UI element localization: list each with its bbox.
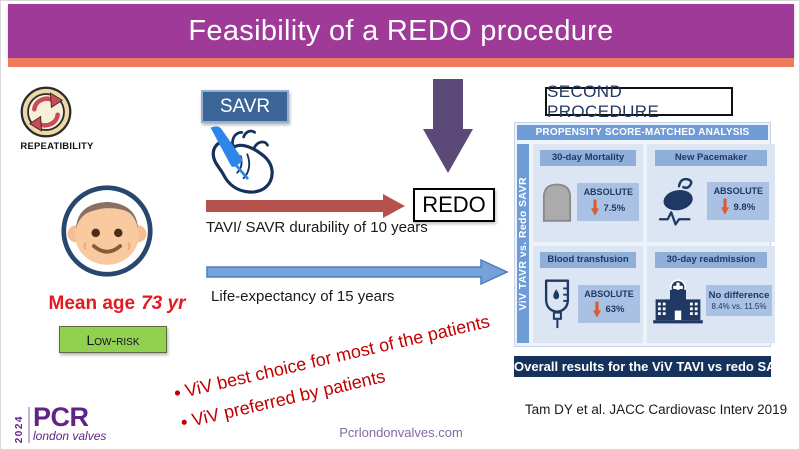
logo-divider bbox=[28, 407, 30, 443]
sidebar-label: ViV TAVR vs. Redo SAVR bbox=[517, 176, 529, 311]
panel-header: PROPENSITY SCORE-MATCHED ANALYSIS bbox=[517, 125, 768, 140]
elderly-patient-icon bbox=[61, 185, 153, 277]
repeatability-label: REPEATIBILITY bbox=[20, 141, 94, 152]
propensity-panel: PROPENSITY SCORE-MATCHED ANALYSIS ViV TA… bbox=[514, 122, 775, 347]
panel-sidebar: ViV TAVR vs. Redo SAVR bbox=[517, 144, 529, 343]
logo-year: 2024 bbox=[14, 414, 25, 443]
page-title: Feasibility of a REDO procedure bbox=[188, 14, 614, 47]
title-underline bbox=[8, 58, 794, 67]
life-expectancy-arrow bbox=[206, 258, 509, 286]
redo-box: REDO bbox=[413, 188, 495, 222]
durability-label: TAVI/ SAVR durability of 10 years bbox=[206, 219, 428, 236]
card-blood-transfusion: Blood transfusion ABSOLUTE bbox=[533, 245, 643, 343]
hospital-icon bbox=[653, 278, 703, 323]
down-arrow bbox=[423, 79, 473, 173]
mean-age-text: Mean age 73 yr bbox=[37, 293, 197, 315]
title-bar: Feasibility of a REDO procedure bbox=[8, 4, 794, 58]
iv-bag-icon bbox=[544, 279, 570, 328]
low-risk-badge: Low-risk bbox=[59, 326, 167, 353]
tombstone-icon bbox=[542, 183, 571, 222]
logo-name: PCR bbox=[33, 402, 89, 432]
card-new-pacemaker: New Pacemaker ABSOLUTE bbox=[647, 144, 775, 242]
stat-box-transfusion: ABSOLUTE 63% bbox=[578, 284, 640, 323]
overall-results-bar: Overall results for the ViV TAVI vs redo… bbox=[514, 356, 793, 377]
citation: Tam DY et al. JACC Cardiovasc Interv 201… bbox=[524, 402, 788, 417]
savr-box: SAVR bbox=[201, 90, 289, 123]
stat-box-pacemaker: ABSOLUTE 9.8% bbox=[707, 182, 770, 220]
pcr-london-valves-logo: 2024 PCR london valves bbox=[14, 402, 107, 443]
decrease-arrow-icon bbox=[591, 199, 600, 216]
decrease-arrow-icon bbox=[593, 301, 602, 318]
durability-arrow bbox=[206, 194, 405, 218]
second-procedure-box: SECOND PROCEDURE bbox=[545, 82, 733, 121]
stat-box-mortality: ABSOLUTE 7.5% bbox=[577, 183, 640, 221]
outcome-grid: 30-day Mortality ABSOLUTE bbox=[533, 144, 775, 343]
mean-age-value: 73 yr bbox=[141, 293, 186, 314]
life-expectancy-label: Life-expectancy of 15 years bbox=[211, 288, 395, 305]
logo-subtitle: london valves bbox=[33, 429, 107, 443]
card-30-day-readmission: 30-day readmission bbox=[647, 245, 775, 343]
increase-arrow-icon bbox=[721, 198, 730, 215]
website-url: Pcrlondonvalves.com bbox=[339, 425, 463, 440]
pacemaker-icon bbox=[658, 177, 693, 226]
card-30-day-mortality: 30-day Mortality ABSOLUTE bbox=[533, 144, 643, 242]
mean-age-label: Mean age bbox=[48, 293, 136, 314]
repeatability-icon bbox=[20, 86, 72, 138]
heart-scalpel-icon bbox=[210, 126, 274, 194]
stat-box-readmission: No difference 8.4% vs. 11.5% bbox=[706, 284, 772, 317]
